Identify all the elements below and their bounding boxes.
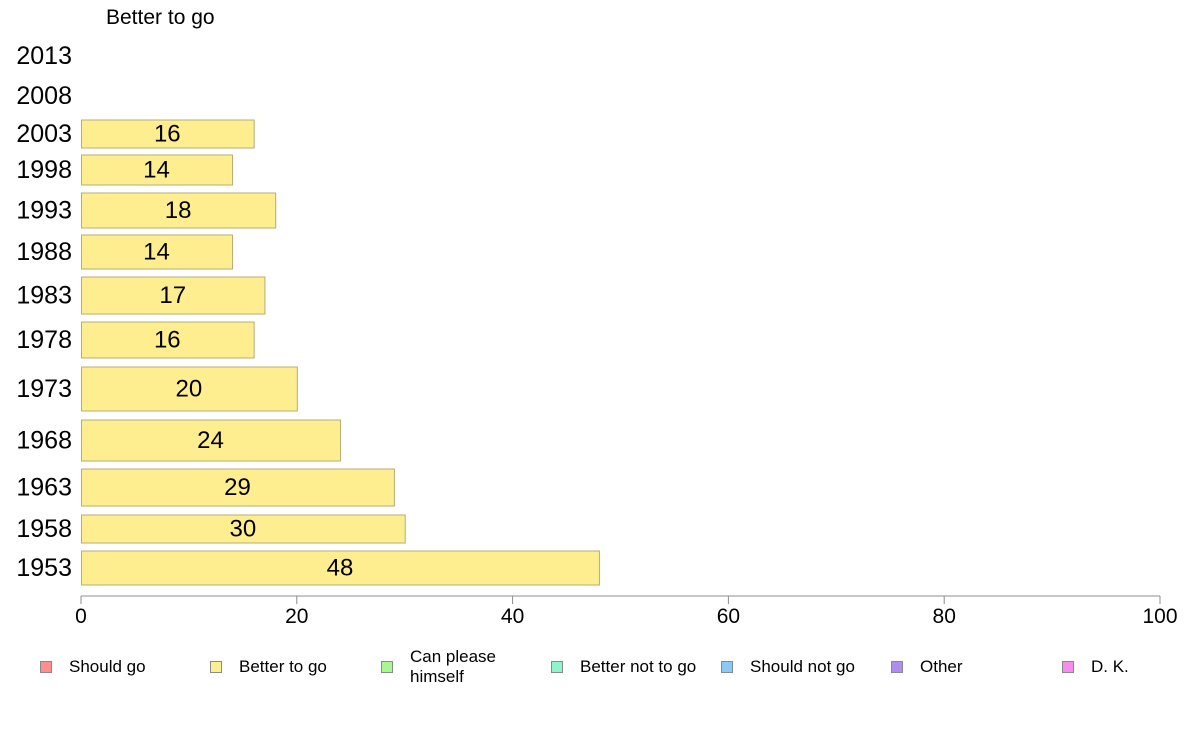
bar-value-label: 16 [154,121,181,148]
bar-value-label: 24 [197,427,224,454]
y-tick-label: 1998 [16,156,72,184]
y-tick-label: 1978 [16,326,72,354]
bar [81,550,600,586]
legend-label: Other [920,657,963,676]
chart-title: Better to go [106,6,215,29]
bar [81,154,234,186]
bar-value-label: 20 [176,376,203,403]
x-tick-label: 80 [933,605,956,628]
x-tick-label: 60 [717,605,740,628]
bar-value-label: 30 [229,516,256,543]
y-tick-label: 1953 [16,554,72,582]
legend-label: Can please himself [410,647,497,686]
legend-item: Should go [40,644,189,690]
legend-item: Can please himself [381,644,515,690]
bar-value-label: 17 [159,282,186,309]
bar-value-label: 18 [165,197,192,224]
bar [81,192,277,229]
x-tick-label: 0 [75,605,87,628]
legend-label: Should go [69,657,146,676]
y-tick-label: 1983 [16,282,72,310]
legend-swatch [891,661,903,673]
bar-value-label: 14 [143,239,170,266]
x-tick-label: 40 [501,605,524,628]
x-tick-label: 20 [285,605,308,628]
bar [81,366,298,412]
bar [81,276,266,315]
bar [81,321,255,359]
legend-label: Better to go [239,657,327,676]
y-tick-label: 1973 [16,375,72,403]
y-tick-label: 2008 [16,82,72,110]
y-tick-label: 1958 [16,515,72,543]
bar [81,419,341,462]
y-tick-label: 1988 [16,238,72,266]
legend-swatch [381,661,393,673]
y-tick-label: 1963 [16,474,72,502]
legend-swatch [40,661,52,673]
y-tick-label: 2003 [16,120,72,148]
y-tick-label: 1993 [16,197,72,225]
legend-item: Better to go [210,644,359,690]
legend-item: Other [891,644,1040,690]
legend-label: Should not go [750,657,855,676]
y-tick-label: 2013 [16,42,72,70]
legend-label: D. K. [1091,657,1129,676]
bar [81,468,395,507]
legend-label: Better not to go [580,657,697,676]
x-tick-label: 100 [1142,605,1177,628]
legend-swatch [210,661,222,673]
legend-item: Should not go [721,644,870,690]
bar [81,234,234,270]
legend-swatch [1062,661,1074,673]
bar [81,119,255,149]
legend: Should go Better to go Can please himself B… [0,644,1188,694]
bar-value-label: 14 [143,157,170,184]
y-tick-labels: 1953 1958 1963 1968 1973 1978 1983 1988 1993 1998… [16,42,72,582]
legend-item: Better not to go [551,644,700,690]
bar-value-label: 29 [224,474,251,501]
bar-value-label: 16 [154,327,181,354]
legend-item: D. K. [1062,644,1188,690]
x-axis: 0 20 40 60 80 100 [75,595,1178,628]
y-tick-label: 1968 [16,427,72,455]
bar-value-label: 48 [327,555,354,582]
bar [81,514,406,544]
legend-swatch [551,661,563,673]
legend-swatch [721,661,733,673]
